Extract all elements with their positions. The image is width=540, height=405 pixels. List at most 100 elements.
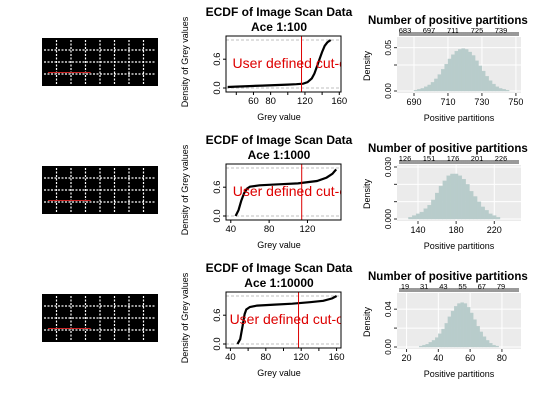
hist-bar (435, 337, 439, 348)
hist-bar (444, 63, 449, 92)
hist-bar (458, 49, 462, 92)
hist-bar (463, 303, 468, 348)
ecdf-y-axis-label: Density of Grey values (180, 272, 190, 363)
hist-bar (451, 54, 455, 92)
ecdf-y-tick-label: 0.0 (212, 337, 223, 350)
hist-bar (464, 49, 469, 92)
hist-bar (465, 184, 470, 220)
ecdf-x-tick-label: 40 (226, 224, 237, 235)
hist-bar (431, 340, 436, 348)
hist-bar (442, 180, 447, 220)
hist-top-tick-label: 739 (495, 26, 508, 35)
hist-bar (430, 82, 435, 92)
hist-bar (434, 78, 438, 92)
ecdf-x-tick-label: 40 (225, 352, 236, 363)
hist-top-tick-label: 126 (399, 154, 412, 163)
ecdf-x-axis-label: Grey value (257, 368, 301, 378)
hist-title: Number of positive partitions (368, 271, 528, 283)
hist-x-tick-label: 80 (497, 353, 507, 363)
hist-bar (447, 58, 452, 92)
hist-bar (473, 196, 478, 220)
hist-bar (450, 173, 455, 220)
hist-bar (496, 217, 501, 220)
hist-bar (482, 336, 487, 348)
hist-x-tick-label: 60 (465, 353, 475, 363)
ecdf-x-tick-label: 120 (300, 224, 316, 235)
hist-bar (468, 51, 472, 92)
hist-bar (441, 328, 445, 348)
hist-bar (435, 192, 440, 220)
hist-bar (471, 55, 476, 92)
hist-bar (444, 323, 449, 348)
hist-title: Number of positive partitions (368, 143, 528, 155)
hist-y-tick-label: 0.05 (384, 39, 393, 55)
hist-bar (438, 333, 442, 348)
hist-bar (454, 50, 459, 92)
hist-y-axis-label: Density (362, 50, 372, 81)
hist-bar (469, 312, 474, 348)
hist-bar (454, 306, 458, 348)
hist-top-tick-label: 43 (439, 282, 447, 291)
hist-bar (502, 89, 506, 92)
hist-top-tick-label: 201 (471, 154, 484, 163)
ecdf-y-axis-label: Density of Grey values (180, 144, 190, 235)
hist-bar (473, 319, 477, 348)
scan-image-1 (42, 38, 158, 86)
hist-bar (424, 86, 428, 92)
ecdf-x-axis-label: Grey value (257, 112, 301, 122)
hist-y-tick-label: 0.00 (384, 339, 393, 355)
hist-bar (417, 89, 421, 92)
scan-image-2 (42, 166, 158, 214)
hist-top-tick-label: 151 (423, 154, 436, 163)
hist-bar (461, 48, 466, 92)
ecdf-x-tick-label: 80 (265, 96, 276, 107)
hist-bar (491, 83, 496, 92)
ecdf-subtitle: Ace 1:1000 (248, 148, 311, 162)
hist-x-tick-label: 690 (406, 97, 421, 107)
ecdf-series-line (234, 168, 338, 217)
hist-bar (428, 342, 433, 348)
hist-bar (419, 345, 423, 348)
hist-bar (492, 344, 496, 348)
hist-top-tick-label: 725 (471, 26, 484, 35)
ecdf-frame (225, 35, 342, 93)
ecdf-title: ECDF of Image Scan Data (206, 261, 353, 275)
hist-bar (489, 343, 493, 348)
hist-bar (427, 204, 432, 220)
hist-bar (476, 326, 480, 348)
hist-y-tick-label: 0.030 (384, 156, 393, 177)
hist-y-tick-label: 0.00 (384, 83, 393, 99)
ecdf-x-tick-label: 80 (261, 352, 272, 363)
ecdf-x-tick-label: 80 (264, 224, 275, 235)
ecdf-cutoff-label: User defined cut-off (230, 311, 352, 327)
ecdf-series-line (227, 39, 332, 89)
ecdf-subtitle: Ace 1:10000 (244, 276, 314, 290)
hist-x-tick-label: 750 (508, 97, 523, 107)
ecdf-cutoff-label: User defined cut-off (233, 183, 355, 199)
ecdf-y-tick-label: 0.6 (212, 181, 223, 194)
hist-top-tick-label: 67 (478, 282, 486, 291)
hist-bar (419, 211, 424, 220)
ecdf-subtitle: Ace 1:100 (251, 20, 307, 34)
hist-bar (441, 69, 445, 92)
ecdf-y-axis-label: Density of Grey values (180, 16, 190, 107)
hist-bar (431, 199, 436, 220)
hist-x-axis-label: Positive partitions (424, 241, 495, 251)
hist-bar (415, 213, 421, 220)
hist-top-tick-label: 176 (447, 154, 460, 163)
ecdf-title: ECDF of Image Scan Data (206, 133, 353, 147)
ecdf-x-tick-label: 120 (297, 96, 313, 107)
hist-bar (413, 89, 418, 92)
hist-bar (457, 303, 461, 348)
hist-bar (481, 70, 486, 92)
hist-x-tick-label: 40 (433, 353, 443, 363)
hist-bar (446, 175, 451, 220)
ecdf-y-tick-label: 0.6 (212, 309, 223, 322)
